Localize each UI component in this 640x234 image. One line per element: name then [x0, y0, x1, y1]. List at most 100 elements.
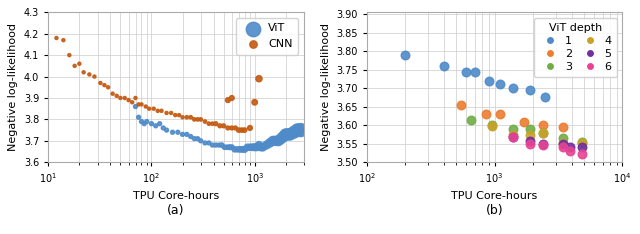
Point	[577, 145, 587, 149]
ViT	[280, 132, 291, 136]
CNN	[161, 111, 172, 115]
CNN	[90, 75, 100, 78]
Point	[557, 125, 568, 129]
ViT	[258, 145, 268, 149]
ViT	[222, 145, 232, 149]
Point	[456, 103, 467, 107]
CNN	[136, 102, 147, 106]
Point	[484, 79, 494, 83]
ViT	[158, 126, 168, 130]
ViT	[296, 128, 306, 132]
Legend: ViT, CNN: ViT, CNN	[236, 18, 298, 55]
Point	[540, 95, 550, 99]
CNN	[189, 117, 200, 121]
ViT	[168, 130, 178, 134]
Text: (b): (b)	[486, 204, 504, 217]
Legend: 1, 2, 3, 4, 5, 6: 1, 2, 3, 4, 5, 6	[534, 18, 617, 77]
CNN	[70, 64, 80, 68]
CNN	[64, 53, 74, 57]
ViT	[252, 145, 262, 149]
CNN	[196, 117, 206, 121]
CNN	[250, 100, 260, 104]
Point	[508, 86, 518, 90]
CNN	[186, 115, 196, 119]
ViT	[204, 141, 214, 145]
ViT	[196, 139, 206, 143]
CNN	[234, 128, 244, 132]
Y-axis label: Negative log-likelihood: Negative log-likelihood	[321, 23, 331, 151]
ViT	[177, 132, 188, 136]
ViT	[186, 135, 196, 138]
ViT	[261, 143, 271, 147]
CNN	[230, 126, 241, 130]
CNN	[95, 81, 106, 85]
ViT	[239, 147, 250, 151]
Point	[538, 123, 548, 127]
CNN	[131, 96, 141, 100]
ViT	[173, 130, 183, 134]
Point	[525, 139, 536, 143]
Point	[525, 142, 536, 146]
CNN	[58, 38, 68, 42]
CNN	[245, 126, 255, 130]
CNN	[111, 94, 122, 98]
ViT	[211, 143, 221, 147]
ViT	[161, 128, 172, 132]
Point	[495, 83, 505, 86]
CNN	[51, 36, 61, 40]
Point	[525, 127, 536, 131]
Point	[525, 133, 536, 137]
CNN	[207, 122, 218, 126]
Point	[508, 135, 518, 139]
ViT	[285, 132, 295, 136]
ViT	[245, 145, 255, 149]
CNN	[200, 120, 210, 123]
CNN	[254, 77, 264, 80]
Text: (a): (a)	[167, 204, 185, 217]
CNN	[211, 122, 221, 126]
CNN	[120, 96, 130, 100]
CNN	[79, 70, 89, 74]
CNN	[227, 126, 237, 130]
ViT	[247, 145, 257, 149]
ViT	[154, 122, 164, 126]
X-axis label: TPU Core-hours: TPU Core-hours	[133, 191, 220, 201]
CNN	[115, 96, 125, 100]
Point	[481, 112, 491, 116]
Point	[465, 118, 476, 121]
Point	[508, 127, 518, 131]
ViT	[150, 124, 161, 128]
Point	[577, 140, 587, 144]
CNN	[239, 128, 250, 132]
ViT	[189, 137, 200, 141]
ViT	[232, 147, 243, 151]
Point	[525, 88, 536, 92]
ViT	[278, 135, 289, 138]
CNN	[223, 126, 233, 130]
CNN	[148, 107, 159, 110]
CNN	[124, 98, 134, 102]
ViT	[243, 145, 253, 149]
ViT	[256, 145, 266, 149]
ViT	[250, 145, 260, 149]
ViT	[237, 147, 248, 151]
Y-axis label: Negative log-likelihood: Negative log-likelihood	[8, 23, 19, 151]
ViT	[193, 137, 203, 141]
ViT	[207, 143, 218, 147]
CNN	[99, 83, 109, 87]
ViT	[131, 105, 141, 108]
CNN	[204, 122, 214, 126]
Point	[470, 70, 480, 73]
Point	[565, 145, 575, 149]
Point	[577, 152, 587, 156]
Point	[565, 149, 575, 153]
Point	[538, 132, 548, 135]
CNN	[223, 98, 233, 102]
CNN	[170, 113, 180, 117]
Point	[538, 142, 548, 146]
CNN	[84, 73, 95, 76]
CNN	[156, 109, 166, 113]
ViT	[292, 128, 303, 132]
Point	[557, 136, 568, 140]
ViT	[227, 145, 237, 149]
